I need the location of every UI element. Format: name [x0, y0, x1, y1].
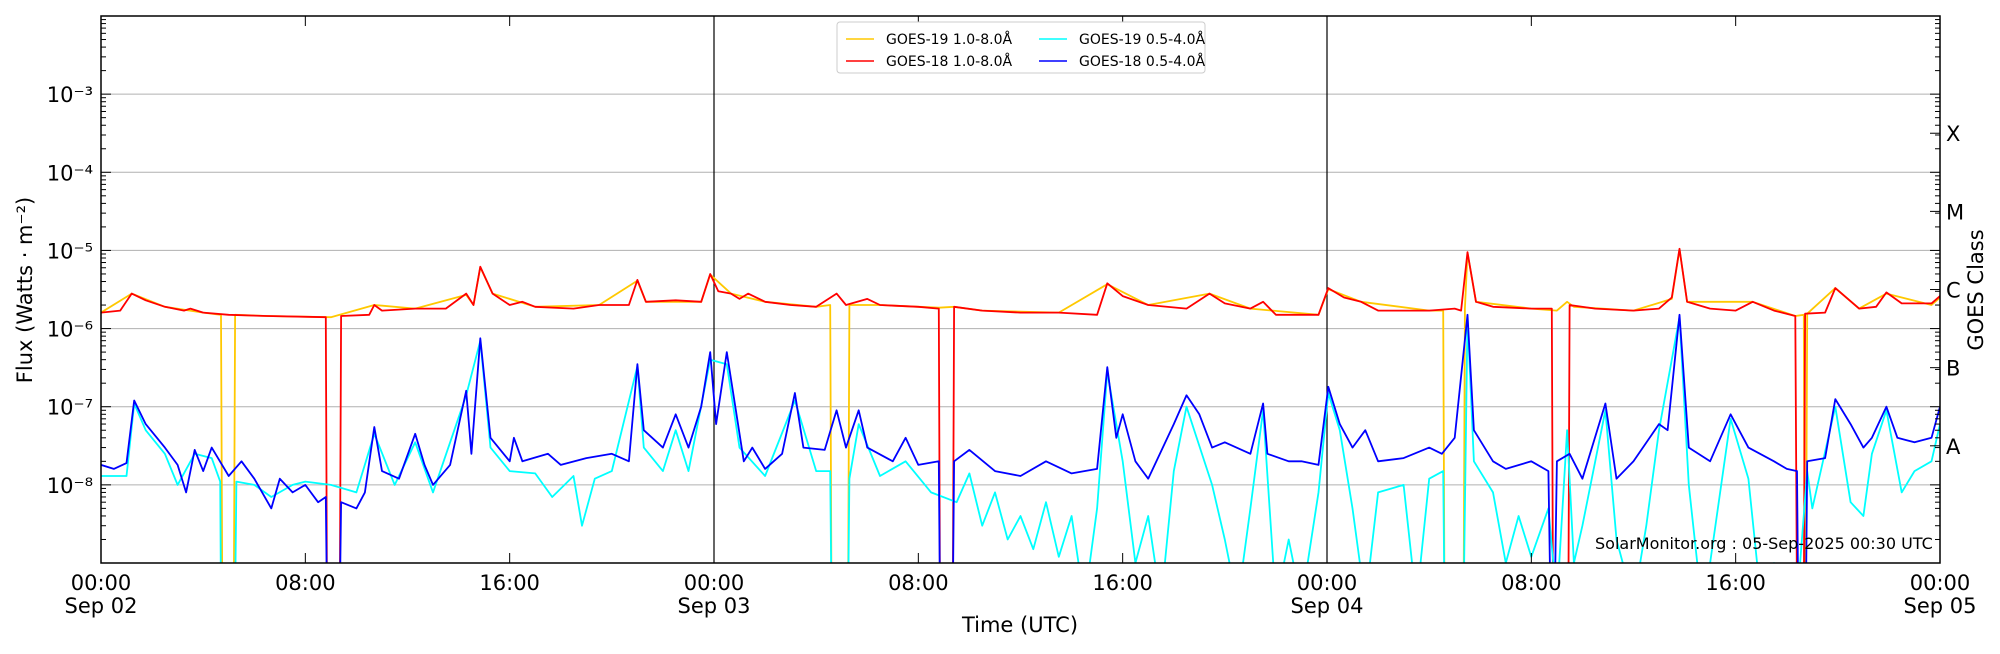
- goes-class-label: X: [1946, 122, 1960, 146]
- y-tick-label: 10⁻⁷: [47, 396, 93, 420]
- y-tick-label: 10⁻³: [47, 83, 93, 107]
- plot-frame: [100, 15, 1941, 564]
- y-tick-label: 10⁻⁸: [47, 474, 93, 498]
- x-tick-label: 16:00: [479, 571, 540, 595]
- goes-class-label: M: [1946, 200, 1964, 224]
- axis-ticks: [100, 16, 1941, 564]
- goes-class-label: A: [1946, 435, 1961, 459]
- legend: GOES-19 1.0-8.0Å GOES-18 1.0-8.0Å GOES-19 …: [836, 21, 1206, 74]
- x-tick-date-label: Sep 04: [1291, 594, 1364, 618]
- day-marker-lines: [713, 16, 1328, 563]
- goes-class-axis-label: GOES Class: [1964, 229, 1988, 350]
- x-tick-date-label: Sep 02: [65, 594, 138, 618]
- y-tick-label: 10⁻⁶: [47, 318, 93, 342]
- goes-class-label: C: [1946, 279, 1961, 303]
- x-tick-label: 00:00: [684, 571, 745, 595]
- y-tick-label: 10⁻⁴: [47, 161, 93, 185]
- legend-entry: GOES-18 0.5-4.0Å: [1079, 53, 1205, 70]
- x-axis-label: Time (UTC): [961, 613, 1078, 637]
- series-lines: [101, 247, 1940, 563]
- legend-entry: GOES-19 0.5-4.0Å: [1079, 31, 1205, 48]
- goes-class-label: B: [1946, 357, 1960, 381]
- x-tick-label: 00:00: [1910, 571, 1971, 595]
- watermark: SolarMonitor.org : 05-Sep-2025 00:30 UTC: [1595, 534, 1933, 553]
- x-tick-date-label: Sep 03: [678, 594, 751, 618]
- series-line-goes-18-1-0-8-0-: [101, 247, 1940, 563]
- series-line-goes-19-0-5-4-0-: [101, 316, 1940, 563]
- x-tick-label: 16:00: [1705, 571, 1766, 595]
- legend-entry: GOES-18 1.0-8.0Å: [886, 53, 1012, 70]
- series-line-goes-18-0-5-4-0-: [101, 313, 1940, 563]
- x-tick-label: 00:00: [1297, 571, 1358, 595]
- y-tick-label: 10⁻⁵: [47, 239, 93, 263]
- legend-entry: GOES-19 1.0-8.0Å: [886, 31, 1012, 48]
- y-axis-label: Flux (Watts · m⁻²): [13, 197, 37, 383]
- x-tick-label: 08:00: [888, 571, 949, 595]
- x-tick-label: 00:00: [71, 571, 132, 595]
- x-tick-label: 08:00: [275, 571, 336, 595]
- gridlines: [101, 93, 1940, 486]
- goes-class-labels: A B C M X: [1946, 122, 1964, 459]
- y-tick-labels: 10⁻⁸ 10⁻⁷ 10⁻⁶ 10⁻⁵ 10⁻⁴ 10⁻³: [47, 83, 93, 498]
- x-tick-label: 16:00: [1092, 571, 1153, 595]
- x-tick-date-label: Sep 05: [1904, 594, 1977, 618]
- x-tick-label: 08:00: [1501, 571, 1562, 595]
